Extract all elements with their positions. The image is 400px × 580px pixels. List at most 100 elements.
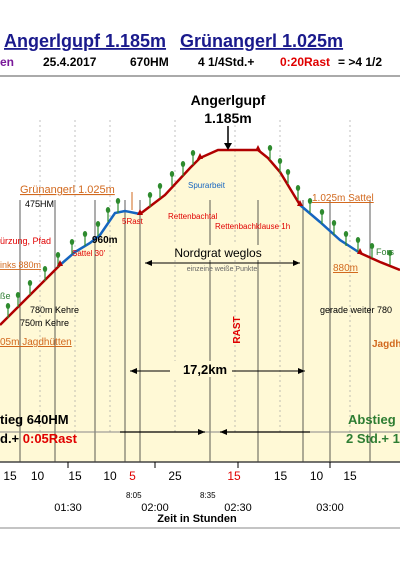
time-label-3: 03:00 <box>316 502 344 514</box>
label-aufstieg-time: d.+ 0:05Rast <box>0 431 78 446</box>
aufstieg-rest: 0:05Rast <box>23 431 78 446</box>
tree-icon-12 <box>169 171 175 177</box>
nordgrat-label-bg <box>168 245 268 260</box>
tree-icon-16 <box>277 158 283 164</box>
waypoint-marker-icon-4 <box>57 260 63 266</box>
header-total: = >4 1/2 <box>338 55 382 69</box>
tree-icon-1 <box>15 292 21 298</box>
segment-duration-0: 15 <box>3 469 17 483</box>
label-aufstieg-hm: tieg 640HM <box>0 412 69 427</box>
tree-icon-18 <box>295 185 301 191</box>
summit-height: 1.185m <box>204 110 251 126</box>
header-title-right: Grünangerl 1.025m <box>180 31 343 51</box>
segment-duration-9: 15 <box>343 469 357 483</box>
small-time-835: 8:35 <box>200 491 216 500</box>
segment-duration-4: 5 <box>129 469 136 483</box>
segment-duration-1: 10 <box>31 469 45 483</box>
header-title-left: Angerlgupf 1.185m <box>4 31 166 51</box>
label-960m: 960m <box>92 235 118 246</box>
profile-line-summit <box>139 148 302 215</box>
tree-icon-6 <box>82 231 88 237</box>
tree-icon-20 <box>319 209 325 215</box>
nordgrat-span: Nordgrat weglos einzeine weiße Punkte <box>145 245 300 273</box>
vertical-grid <box>19 120 371 462</box>
label-forst: Fors <box>376 247 395 257</box>
tree-icon-25 <box>387 250 393 256</box>
summit-arrow-icon <box>224 143 232 150</box>
label-abkuerzung: ürzung, Pfad <box>0 236 51 246</box>
arrow-left-icon <box>145 260 152 266</box>
label-gruenangerl: Grünangerl 1.025m <box>20 184 115 196</box>
time-axis-label: Zeit in Stunden <box>157 513 237 525</box>
distance-label-bg <box>170 361 232 377</box>
distance-arrow-right-icon <box>298 368 305 374</box>
tree-icon-8 <box>105 207 111 213</box>
waypoint-marker-icon-5 <box>357 248 363 254</box>
label-5rast: 5Rast <box>122 217 144 226</box>
tree-icon-11 <box>157 183 163 189</box>
arrow-right-icon <box>293 260 300 266</box>
tree-icon-24 <box>369 243 375 249</box>
time-label-1: 02:00 <box>141 502 169 514</box>
label-abstieg: Abstieg <box>348 412 396 427</box>
label-nordgrat: Nordgrat weglos <box>174 246 261 260</box>
time-label-0: 01:30 <box>54 502 82 514</box>
distance-arrow-left-icon <box>130 368 137 374</box>
label-sattel-1025m: 1.025m Sattel <box>312 193 374 204</box>
label-abstieg-time: 2 Std.+ 1 <box>346 431 400 446</box>
tree-icon-15 <box>267 145 273 151</box>
segment-duration-8: 10 <box>310 469 324 483</box>
label-475hm: 475HM <box>25 199 54 209</box>
label-sattel-30: Sattel 30' <box>72 249 106 258</box>
header-rest: 0:20Rast <box>280 55 330 69</box>
tree-icon-23 <box>355 237 361 243</box>
distance-span: 17,2km <box>130 361 305 377</box>
header-fragment: en <box>0 55 14 69</box>
header-duration: 4 1/4Std.+ <box>198 55 254 69</box>
profile-line-ascent-lower <box>0 264 61 326</box>
header-hm: 670HM <box>130 55 169 69</box>
segment-duration-5: 25 <box>168 469 182 483</box>
header-date: 25.4.2017 <box>43 55 97 69</box>
tree-icon-5 <box>69 239 75 245</box>
tree-markers <box>5 145 393 318</box>
label-rast-vertical: RAST <box>232 316 243 343</box>
tree-icon-22 <box>343 231 349 237</box>
waypoint-marker-icon-1 <box>197 153 203 159</box>
tree-icon-0 <box>5 303 11 309</box>
waypoint-marker-icon-2 <box>255 145 261 151</box>
tree-icon-4 <box>55 252 61 258</box>
descent-arrow-icon <box>220 429 227 435</box>
tree-icon-7 <box>95 221 101 227</box>
label-wiese-fragment: ße <box>0 291 11 301</box>
label-880m-right: 880m <box>333 263 358 274</box>
waypoint-marker-icon-3 <box>297 200 303 206</box>
segment-duration-6: 15 <box>227 469 241 483</box>
time-segments: 15 10 15 10 5 25 15 15 10 15 <box>3 469 357 483</box>
profile-area <box>0 150 400 462</box>
summit-label: Angerlgupf 1.185m <box>191 92 266 150</box>
tree-icon-13 <box>180 161 186 167</box>
label-jagdhuetten-left: 05m Jagdhütten <box>0 337 72 348</box>
tree-icon-10 <box>147 192 153 198</box>
time-label-2: 02:30 <box>224 502 252 514</box>
ascent-arrow-icon <box>198 429 205 435</box>
label-gerade-weiter: gerade weiter 780 <box>320 305 392 315</box>
segment-duration-2: 15 <box>68 469 82 483</box>
tree-icon-9 <box>115 198 121 204</box>
tree-icon-3 <box>42 266 48 272</box>
tree-icon-21 <box>331 220 337 226</box>
label-jagdh-right: Jagdh <box>372 339 400 350</box>
label-rettenbachtal: Rettenbachtal <box>168 212 218 221</box>
label-kehre-750: 750m Kehre <box>20 318 69 328</box>
label-kehre-780: 780m Kehre <box>30 305 79 315</box>
small-time-805: 8:05 <box>126 491 142 500</box>
profile-line-descent-blue <box>299 204 361 255</box>
header: Angerlgupf 1.185m Grünangerl 1.025m en 2… <box>0 31 382 69</box>
tree-icon-17 <box>285 169 291 175</box>
segment-duration-3: 10 <box>103 469 117 483</box>
aufstieg-time-main: d.+ <box>0 431 23 446</box>
tree-icon-14 <box>190 150 196 156</box>
label-distance: 17,2km <box>183 362 227 377</box>
